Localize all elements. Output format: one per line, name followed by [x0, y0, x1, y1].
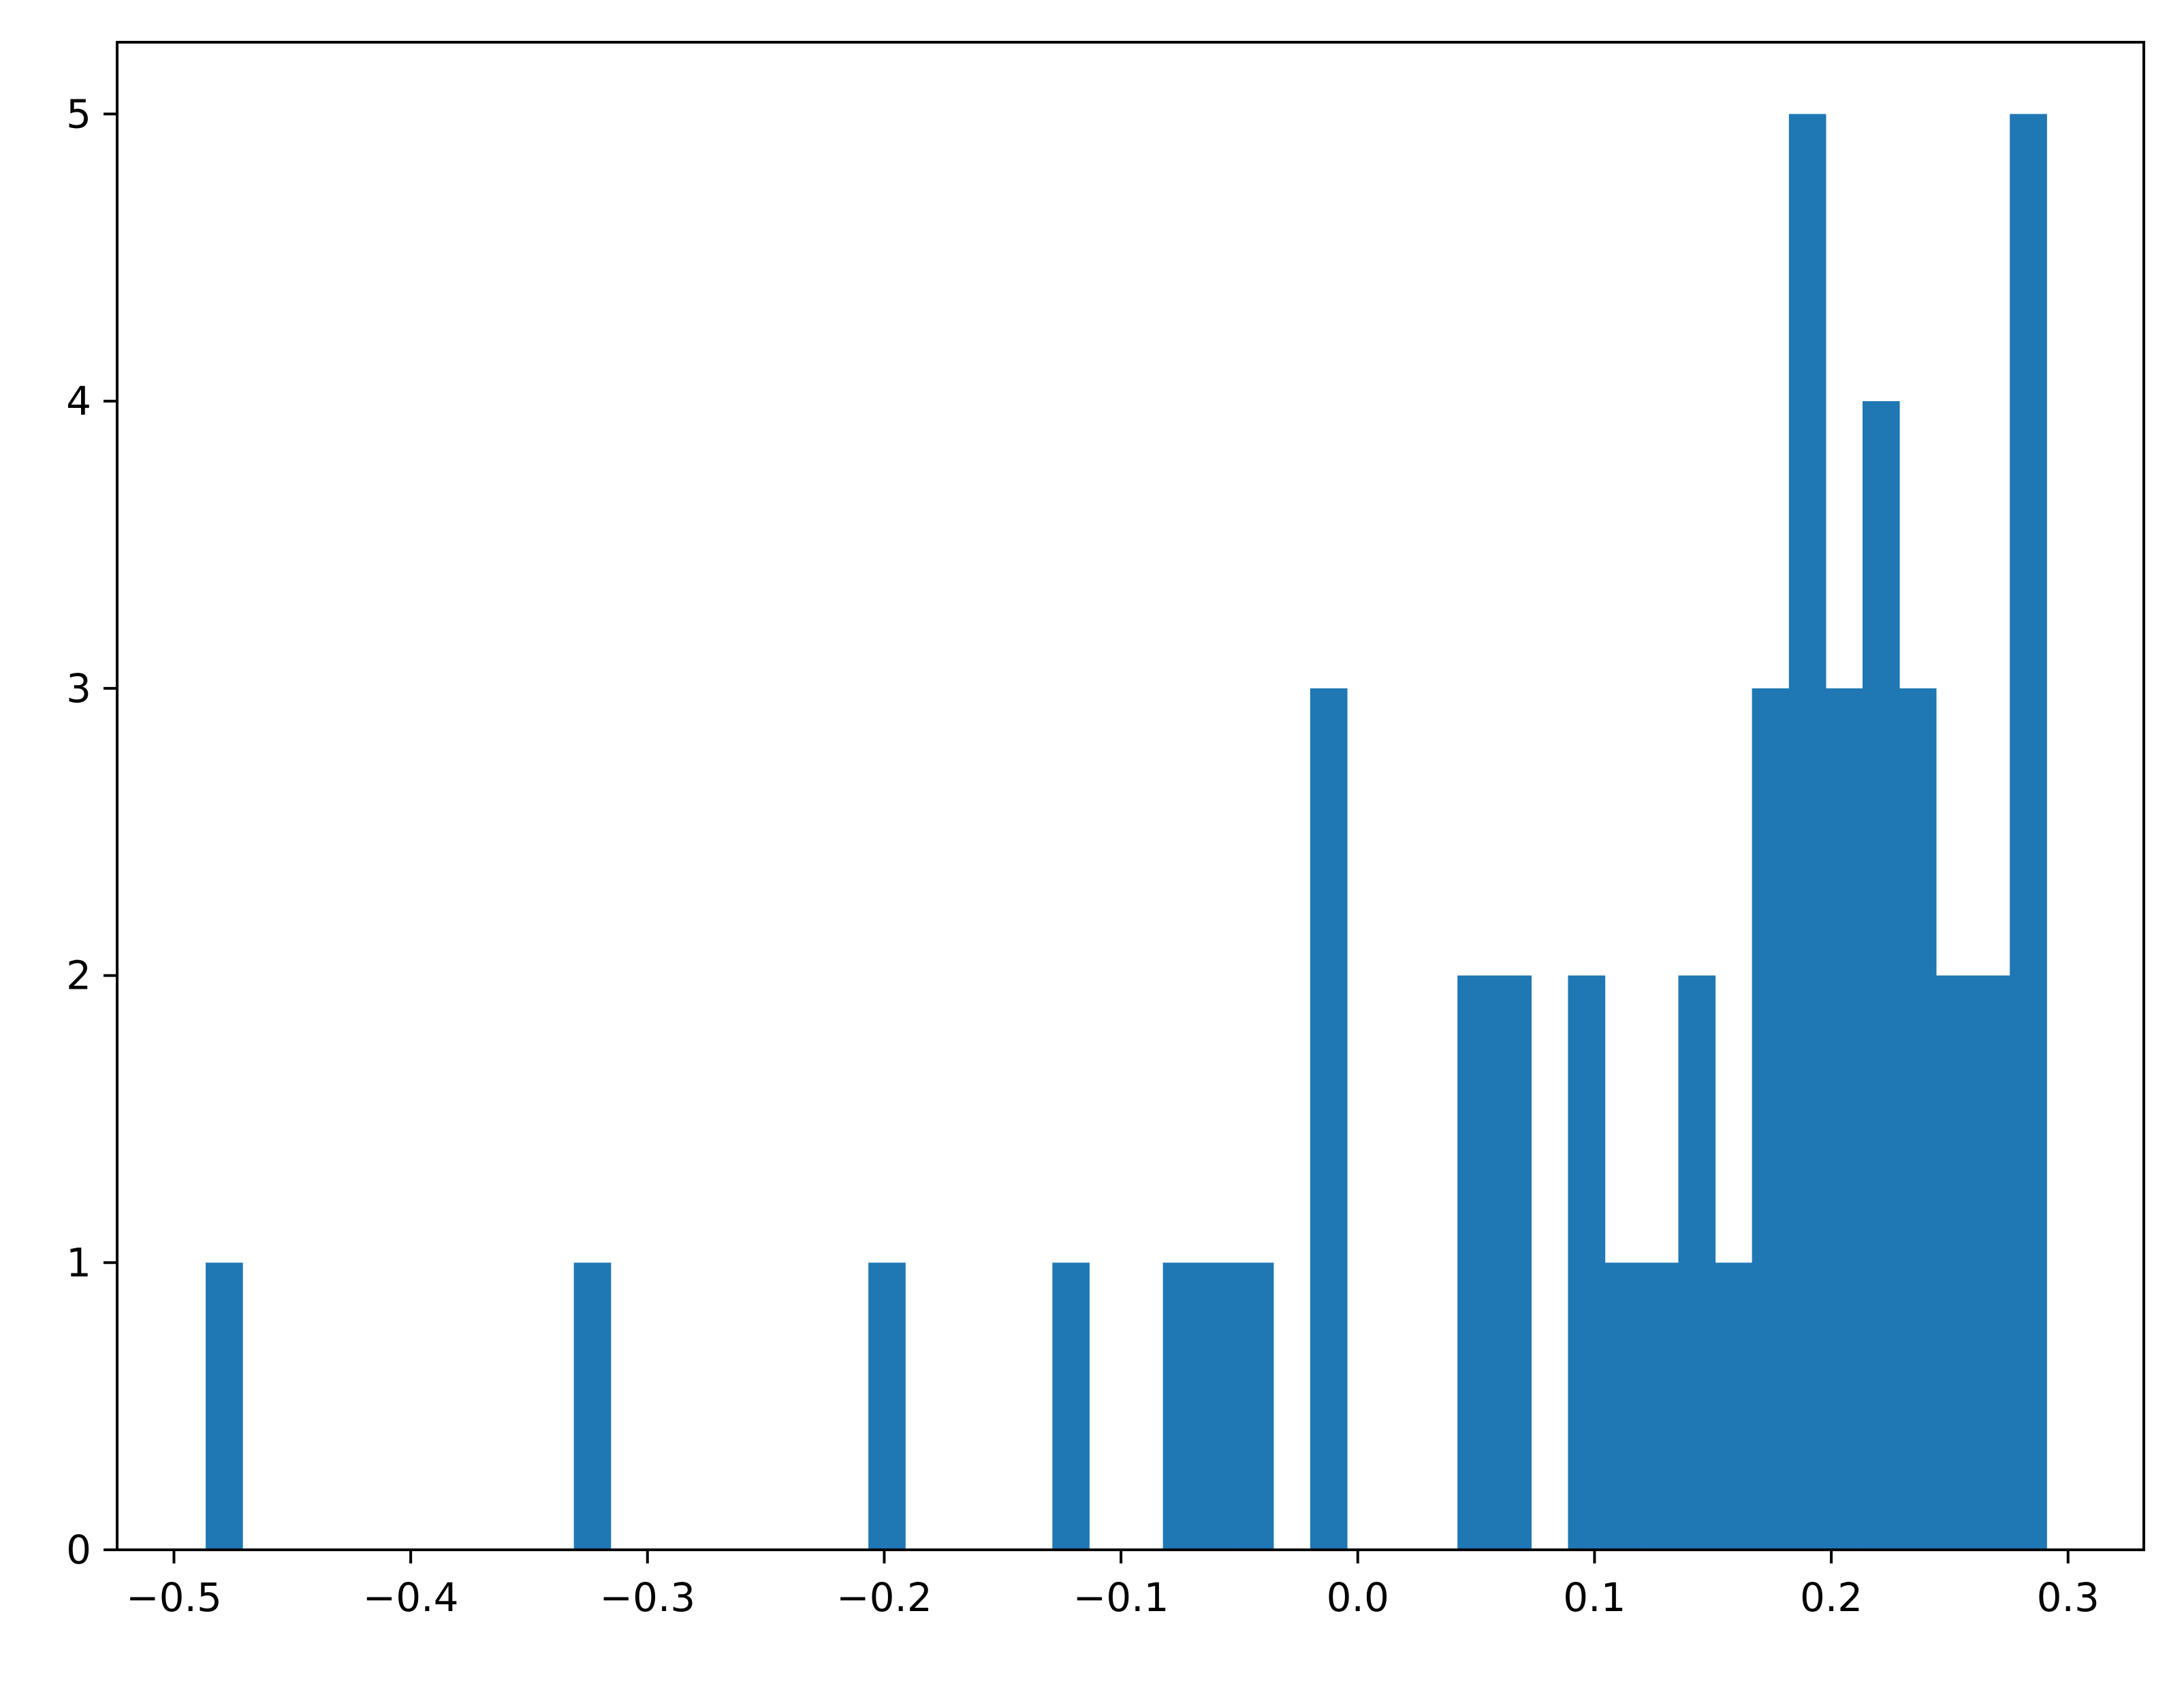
y-tick-label: 3 [66, 665, 91, 712]
x-tick-label: 0.1 [1563, 1574, 1626, 1621]
histogram-bar-14 [1715, 1262, 1753, 1550]
histogram-bar-8 [1457, 975, 1495, 1550]
histogram-bar-6 [1236, 1262, 1274, 1550]
y-tick-label: 4 [66, 378, 91, 424]
y-tick-label: 5 [66, 91, 91, 137]
histogram-bar-21 [1972, 975, 2010, 1550]
histogram-bar-3 [1052, 1262, 1090, 1550]
histogram-bar-17 [1825, 688, 1863, 1550]
histogram-bar-10 [1568, 975, 1606, 1550]
histogram-bar-19 [1899, 688, 1937, 1550]
x-tick-label: −0.2 [836, 1574, 932, 1621]
y-tick-label: 2 [66, 953, 91, 999]
histogram-bar-20 [1936, 975, 1974, 1550]
histogram-bar-5 [1199, 1262, 1237, 1550]
histogram-bar-7 [1310, 688, 1348, 1550]
x-tick-label: 0.3 [2037, 1574, 2100, 1621]
histogram-bars [206, 114, 2047, 1550]
histogram-bar-15 [1752, 688, 1790, 1550]
x-tick-label: 0.2 [1800, 1574, 1863, 1621]
y-tick-label: 0 [66, 1527, 91, 1573]
histogram-bar-13 [1678, 975, 1716, 1550]
plot-frame [116, 41, 2145, 1551]
histogram-bar-0 [206, 1262, 243, 1550]
x-tick-label: −0.1 [1073, 1574, 1169, 1621]
histogram-bar-4 [1162, 1262, 1201, 1550]
x-tick-label: −0.4 [363, 1574, 459, 1621]
y-axis: 0 1 2 3 4 5 [66, 91, 117, 1573]
x-axis: −0.5 −0.4 −0.3 −0.2 −0.1 0.0 0.1 0.2 0.3 [126, 1550, 2100, 1621]
histogram-bar-11 [1604, 1262, 1643, 1550]
histogram-bar-2 [868, 1262, 906, 1550]
histogram-bar-18 [1862, 401, 1900, 1550]
x-tick-label: −0.5 [126, 1574, 222, 1621]
histogram-bar-1 [573, 1262, 612, 1550]
histogram-bar-12 [1641, 1262, 1679, 1550]
histogram-bar-22 [2010, 114, 2047, 1550]
x-tick-label: 0.0 [1327, 1574, 1389, 1621]
y-tick-label: 1 [66, 1239, 91, 1286]
x-tick-label: −0.3 [599, 1574, 695, 1621]
histogram-bar-9 [1494, 975, 1532, 1550]
histogram-bar-16 [1788, 114, 1826, 1550]
